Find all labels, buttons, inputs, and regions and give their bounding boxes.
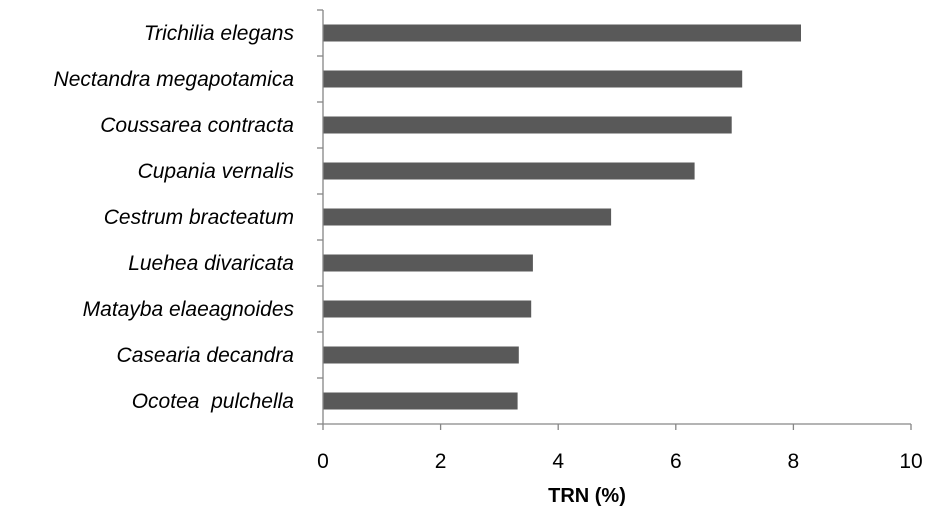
- bar-cupania-vernalis: [323, 162, 695, 180]
- bar-coussarea-contracta: [323, 116, 732, 134]
- axes-group: [317, 9, 912, 430]
- category-label: Luehea divaricata: [128, 252, 294, 275]
- category-label: Casearia decandra: [117, 344, 294, 367]
- x-tick-label: 2: [435, 450, 447, 473]
- category-label: Trichilia elegans: [144, 22, 295, 45]
- bar-trichilia-elegans: [323, 24, 801, 42]
- category-label: Nectandra megapotamica: [54, 68, 294, 91]
- category-label: Ocotea pulchella: [132, 390, 294, 413]
- bar-casearia-decandra: [323, 346, 519, 364]
- x-tick-label: 0: [317, 450, 329, 473]
- bars-group: [323, 24, 801, 410]
- x-tick-label: 10: [899, 450, 922, 473]
- category-labels: Trichilia elegans Nectandra megapotamica C…: [54, 22, 295, 413]
- x-axis-title: TRN (%): [548, 485, 626, 507]
- bar-matayba-elaeagnoides: [323, 300, 532, 318]
- bar-luehea-divaricata: [323, 254, 533, 272]
- bar-nectandra-megapotamica: [323, 70, 743, 88]
- category-label: Cupania vernalis: [138, 160, 295, 183]
- category-label: Matayba elaeagnoides: [83, 298, 295, 321]
- category-label: Cestrum bracteatum: [104, 206, 294, 229]
- x-tick-label: 6: [670, 450, 682, 473]
- bar-cestrum-bracteatum: [323, 208, 612, 226]
- x-tick-labels: 0 2 4 6 8 10: [317, 450, 923, 473]
- bar-ocotea-pulchella: [323, 392, 518, 410]
- x-tick-label: 8: [788, 450, 800, 473]
- category-label: Coussarea contracta: [100, 114, 294, 137]
- x-tick-label: 4: [552, 450, 564, 473]
